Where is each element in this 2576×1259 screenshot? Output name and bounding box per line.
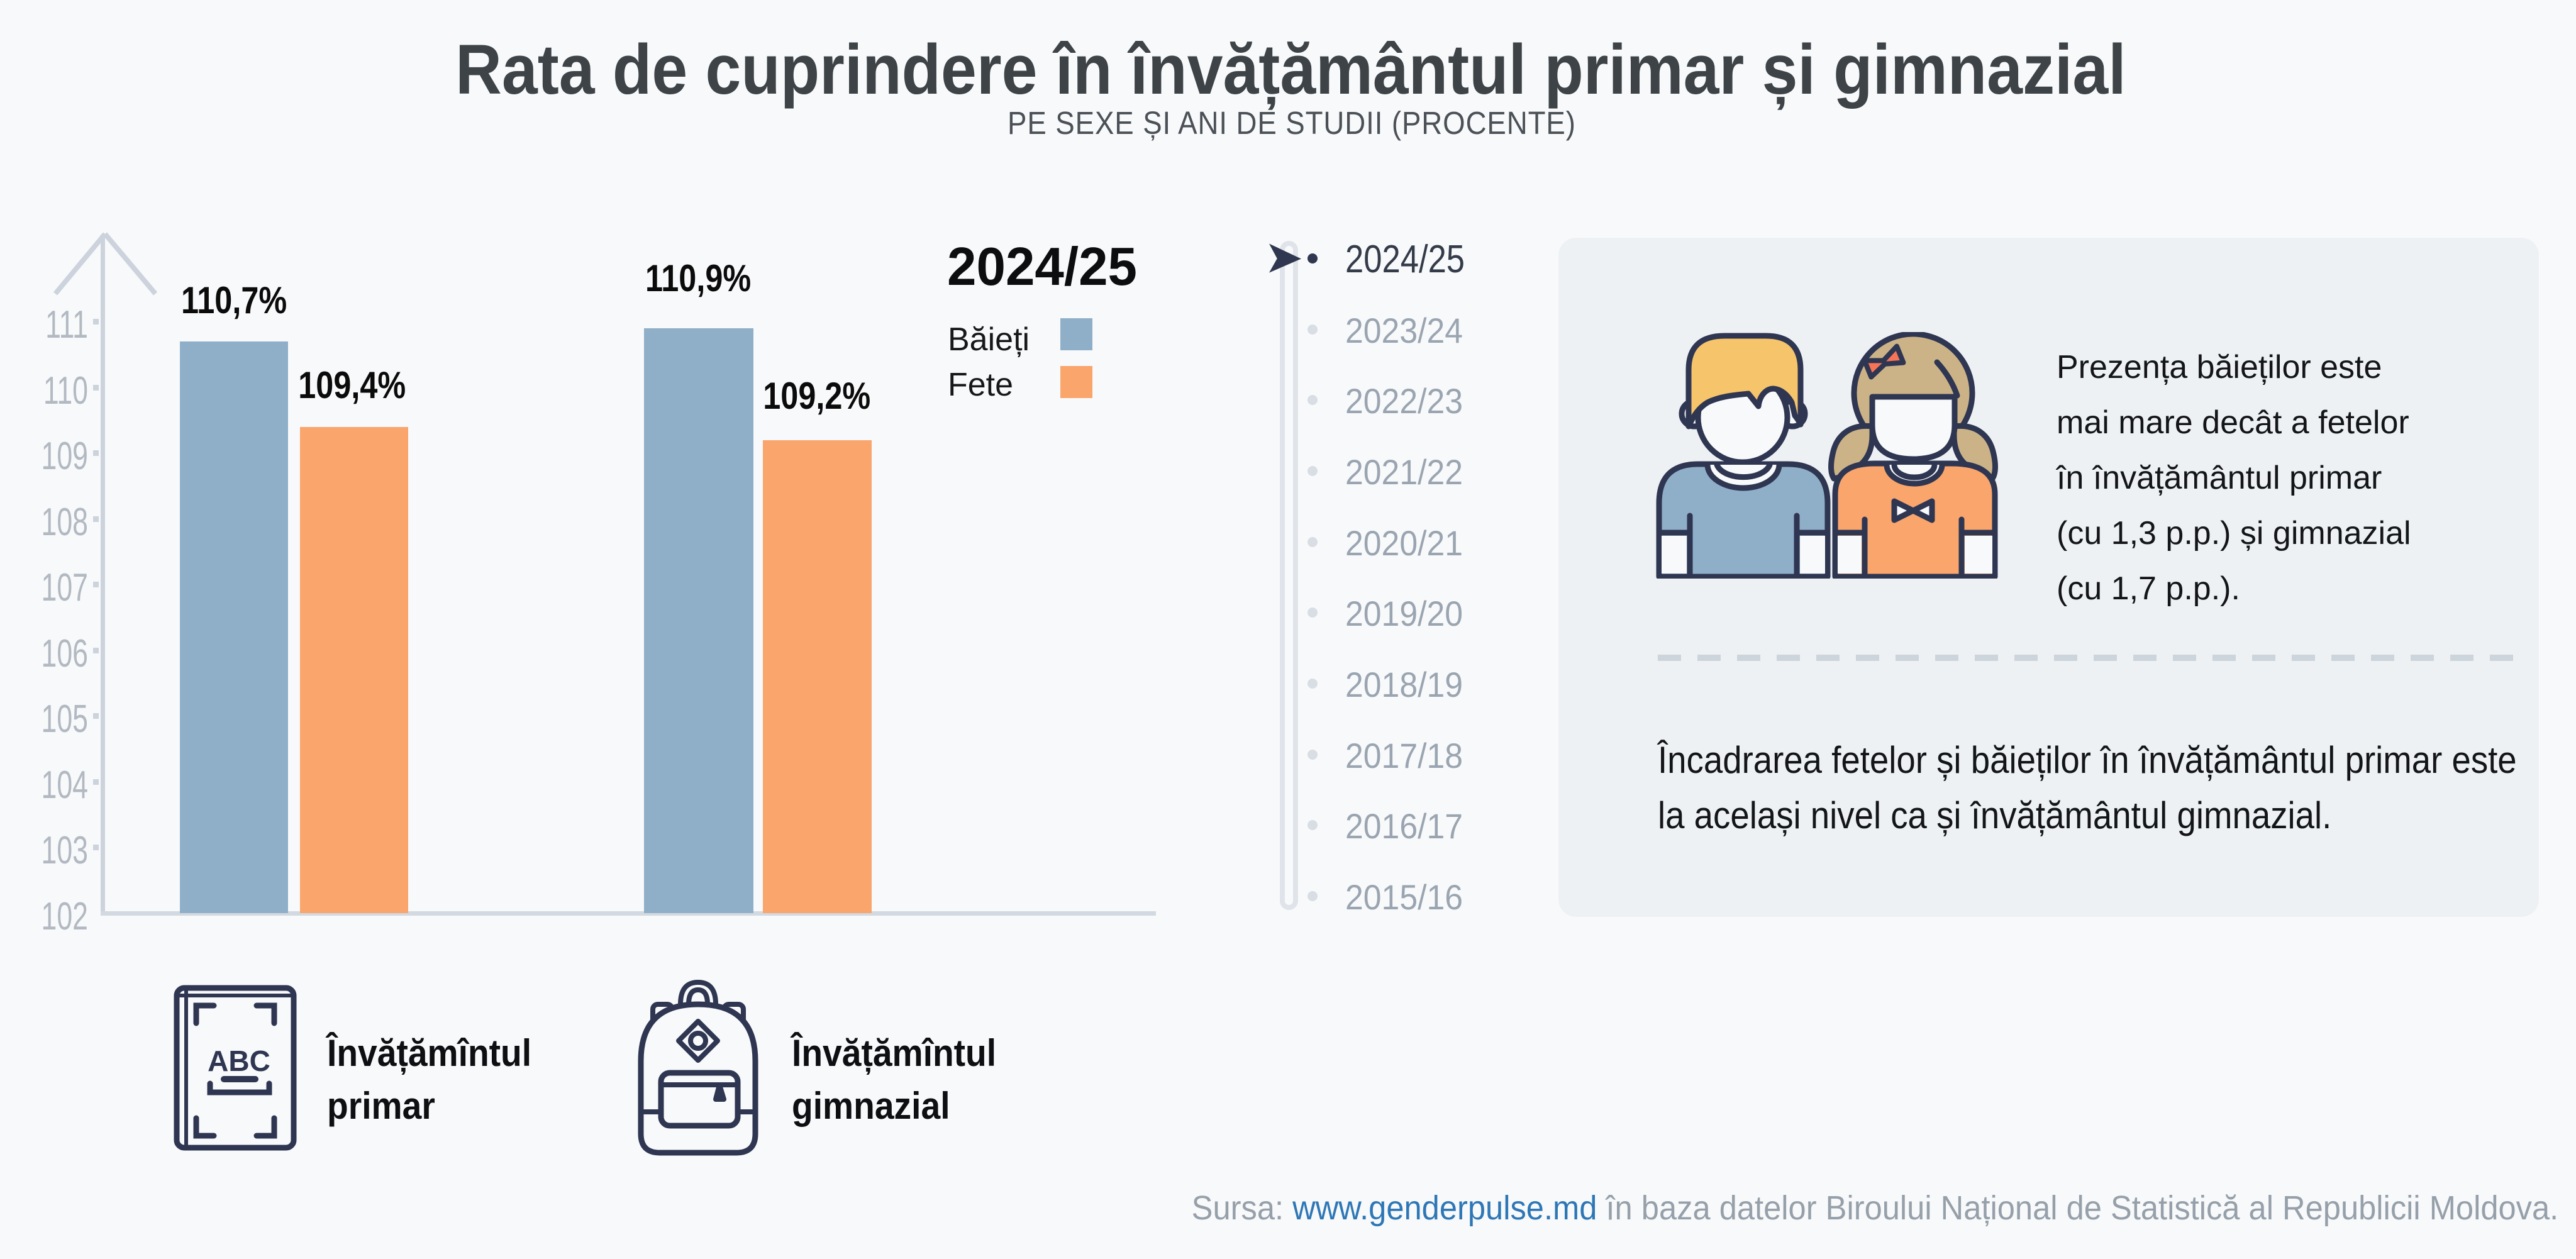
svg-text:ABC: ABC bbox=[208, 1045, 270, 1077]
